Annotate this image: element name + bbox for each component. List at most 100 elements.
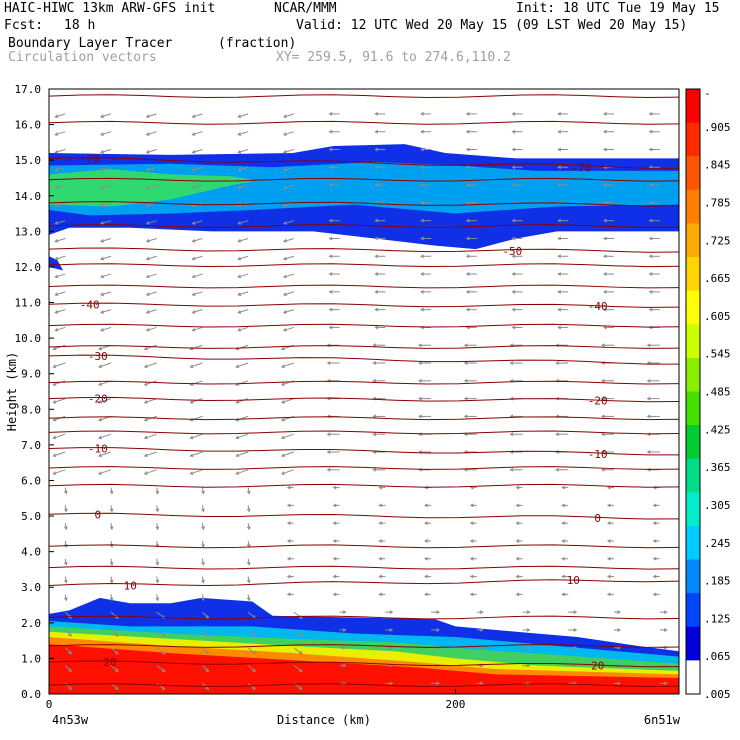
wind-vector <box>53 380 66 386</box>
colorbar-swatch <box>686 593 700 628</box>
wind-vector <box>110 611 119 619</box>
wind-vector-head <box>237 185 242 190</box>
wind-vector-head <box>469 592 474 597</box>
wind-vector-head <box>328 272 333 276</box>
wind-vector-head <box>374 254 379 259</box>
wind-vector-head <box>114 668 119 673</box>
wind-vector-head <box>191 185 196 190</box>
wind-vector-head <box>663 610 668 615</box>
wind-vector <box>100 149 112 153</box>
wind-vector-head <box>282 238 287 243</box>
wind-vector-head <box>246 579 251 584</box>
wind-vector <box>238 166 249 171</box>
wind-vector-head <box>332 592 337 597</box>
wind-vector <box>146 220 157 225</box>
wind-vector-head <box>191 114 196 119</box>
wind-vector-head <box>99 310 105 314</box>
wind-vector-head <box>143 471 148 475</box>
wind-vector <box>236 451 249 457</box>
wind-vector <box>144 433 157 439</box>
wind-vector <box>100 291 112 296</box>
wind-vector <box>55 131 66 136</box>
wind-vector-head <box>469 574 474 579</box>
wind-vector-head <box>145 274 150 279</box>
isotherm-line <box>49 644 679 648</box>
wind-vector-head <box>561 556 566 561</box>
colorbar-swatch <box>686 525 700 561</box>
contour-label: -50 <box>502 245 522 258</box>
wind-vector-head <box>374 112 379 116</box>
wind-vector-head <box>189 435 194 440</box>
wind-vector-head <box>282 114 287 119</box>
wind-vector <box>100 184 112 189</box>
wind-vector-head <box>237 221 242 225</box>
wind-vector-head <box>526 628 531 632</box>
wind-vector-head <box>557 129 562 134</box>
y-tick-label: 14.0 <box>15 190 42 203</box>
x-axis-label: Distance (km) <box>277 713 371 727</box>
wind-vector-head <box>332 574 337 579</box>
colorbar-label: .245 <box>704 537 731 550</box>
wind-vector-head <box>648 112 653 116</box>
wind-vector-head <box>97 364 103 369</box>
wind-vector <box>192 237 203 242</box>
wind-vector <box>202 665 209 672</box>
wind-vector-head <box>237 327 242 332</box>
isotherm-line <box>49 120 679 125</box>
wind-vector <box>146 131 157 136</box>
wind-vector-head <box>97 453 103 458</box>
wind-vector-head <box>511 272 516 276</box>
wind-vector-head <box>378 539 383 543</box>
wind-vector-head <box>282 132 287 136</box>
wind-vector-head <box>479 645 484 650</box>
isotherm-line <box>49 284 679 289</box>
wind-vector-head <box>237 132 242 136</box>
wind-vector-head <box>54 167 59 172</box>
wind-vector <box>190 362 203 368</box>
isotherm-line <box>49 447 679 456</box>
wind-vector-head <box>143 364 148 369</box>
wind-vector-head <box>252 668 256 673</box>
colorbar: - .905 .845 .785 .725 .665 .605 .545 .485 .425 .36… <box>685 87 731 701</box>
wind-vector-head <box>342 628 347 632</box>
wind-vector-head <box>378 556 383 561</box>
wind-vector-head <box>54 203 59 207</box>
wind-vector <box>55 149 66 153</box>
contour-label: -40 <box>588 300 608 313</box>
wind-vector <box>144 469 157 475</box>
wind-vector-head <box>145 114 150 119</box>
wind-vector-head <box>252 686 256 691</box>
wind-vector-head <box>64 490 68 495</box>
wind-vector <box>53 344 66 350</box>
wind-vector-head <box>326 361 331 365</box>
wind-vector <box>283 220 295 225</box>
wind-vector-head <box>145 292 150 296</box>
colorbar-label: .125 <box>704 612 731 625</box>
wind-vector-head <box>68 632 72 637</box>
wind-vector-head <box>436 610 441 615</box>
wind-vector-head <box>515 556 520 561</box>
y-tick-label: 17.0 <box>15 83 42 96</box>
wind-vector-head <box>328 236 333 241</box>
org-label: NCAR/MMM <box>274 1 337 16</box>
wind-vector <box>238 220 249 225</box>
wind-vector <box>100 202 112 207</box>
wind-vector <box>247 611 256 619</box>
temperature-contours: -70 -70 -50 -40 -40 -30 -20 -20 -10 -10 0 0 10 10 20 20 <box>49 94 679 688</box>
fcst-value: 18 h <box>64 18 96 33</box>
wind-vector <box>55 202 66 207</box>
wind-vector <box>238 131 249 136</box>
plot-frame <box>48 88 680 695</box>
wind-vector-head <box>326 450 331 454</box>
wind-vector-head <box>557 183 562 187</box>
wind-vector-head <box>509 361 514 365</box>
wind-vector-head <box>298 686 303 690</box>
wind-vector <box>98 433 112 439</box>
wind-vector-head <box>155 597 160 602</box>
wind-vector <box>238 309 249 314</box>
wind-vector <box>283 184 295 189</box>
wind-vector <box>238 291 249 296</box>
wind-vector-head <box>465 201 470 205</box>
wind-vector-head <box>237 238 242 243</box>
